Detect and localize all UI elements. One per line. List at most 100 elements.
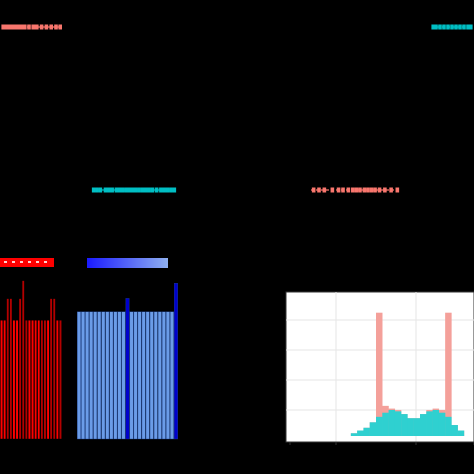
blue-bar: [149, 311, 154, 440]
strip-point: [341, 187, 345, 193]
strip-point: [95, 187, 99, 193]
blue-bar: [125, 298, 130, 440]
strip-point: [165, 187, 170, 193]
blue-bar: [85, 311, 90, 440]
strip-point: [11, 24, 15, 30]
strip-point: [16, 24, 20, 30]
red-bar: [31, 320, 34, 440]
strip-point: [322, 187, 327, 193]
blue-bar: [113, 311, 118, 440]
red-header-mark: [20, 261, 23, 263]
strip-point: [442, 24, 446, 30]
strip-point: [346, 187, 351, 193]
strip-point: [5, 24, 9, 30]
strip-point: [351, 187, 355, 193]
strip-point: [438, 24, 442, 30]
strip-point: [383, 187, 387, 193]
strip-point: [20, 24, 24, 30]
strip-point: [377, 187, 382, 193]
strip-point: [110, 187, 114, 193]
red-bar: [15, 320, 19, 440]
strip-point: [369, 187, 374, 193]
blue-bar-panel: [77, 258, 178, 440]
blue-header-bar: [87, 258, 168, 268]
strip-point: [373, 187, 377, 193]
blue-bar: [141, 311, 146, 440]
histogram-bar: [457, 430, 465, 436]
red-bar: [12, 320, 16, 440]
blue-bar: [101, 311, 106, 440]
strip-point: [44, 24, 49, 30]
red-bar: [37, 320, 41, 440]
strip-point: [31, 24, 35, 30]
strip-point: [317, 187, 321, 193]
blue-bar: [153, 311, 158, 440]
red-header-mark: [12, 261, 15, 263]
strip-point: [466, 24, 470, 30]
strip-point: [23, 24, 27, 30]
strip-point: [98, 187, 103, 193]
blue-bar: [105, 311, 110, 440]
histogram-bar: [350, 433, 358, 436]
blue-bar: [117, 311, 122, 440]
strip-point: [354, 187, 359, 193]
red-bar: [34, 320, 37, 440]
strip-point: [137, 187, 141, 193]
histogram-bar: [388, 409, 396, 436]
histogram-bar: [401, 414, 408, 436]
dot-strip-top-left: [1, 24, 62, 30]
histogram-bar: [438, 412, 446, 436]
strip-point: [124, 187, 129, 193]
strip-point: [389, 187, 393, 193]
strip-point: [336, 187, 341, 193]
strip-point: [130, 187, 135, 193]
strip-point: [117, 187, 122, 193]
strip-point: [1, 24, 5, 30]
histogram-bar: [357, 430, 364, 436]
histogram-bar: [376, 416, 383, 436]
red-bar: [46, 320, 50, 440]
strip-point: [54, 24, 58, 30]
blue-bar: [145, 311, 150, 440]
red-bar: [3, 320, 6, 440]
red-bar: [21, 280, 25, 440]
red-bar: [6, 298, 10, 440]
red-header-mark: [4, 261, 7, 263]
strip-point: [462, 24, 466, 30]
histogram-bar: [382, 412, 389, 436]
strip-point: [128, 187, 132, 193]
red-bar: [0, 320, 3, 440]
strip-point: [358, 187, 362, 193]
strip-point: [121, 187, 125, 193]
strip-point: [91, 187, 96, 193]
strip-point: [330, 187, 335, 193]
red-bar: [28, 320, 31, 440]
strip-point: [39, 24, 44, 30]
blue-bar: [81, 311, 85, 440]
strip-point: [133, 187, 138, 193]
red-header-bar: [0, 258, 54, 267]
strip-point: [13, 24, 17, 30]
histogram-bar: [445, 416, 452, 436]
strip-point: [49, 24, 53, 30]
strip-point: [450, 24, 454, 30]
strip-point: [140, 187, 145, 193]
blue-bar: [137, 311, 142, 440]
histogram-bar: [394, 411, 402, 436]
dot-strip-middle-left: [91, 187, 177, 193]
blue-bar: [165, 311, 170, 440]
strip-point: [446, 24, 450, 30]
strip-point: [147, 187, 151, 193]
histogram-bar: [451, 425, 458, 436]
histogram-panel: [285, 291, 474, 445]
histogram-bar: [432, 409, 440, 436]
histogram-bar: [369, 422, 377, 436]
blue-bar: [89, 311, 94, 440]
blue-bar: [170, 311, 174, 440]
strip-point: [395, 187, 400, 193]
red-bar: [18, 298, 22, 440]
red-bar: [40, 320, 44, 440]
strip-point: [469, 24, 473, 30]
dot-strip-middle-right: [311, 187, 400, 193]
red-bar: [59, 320, 62, 440]
